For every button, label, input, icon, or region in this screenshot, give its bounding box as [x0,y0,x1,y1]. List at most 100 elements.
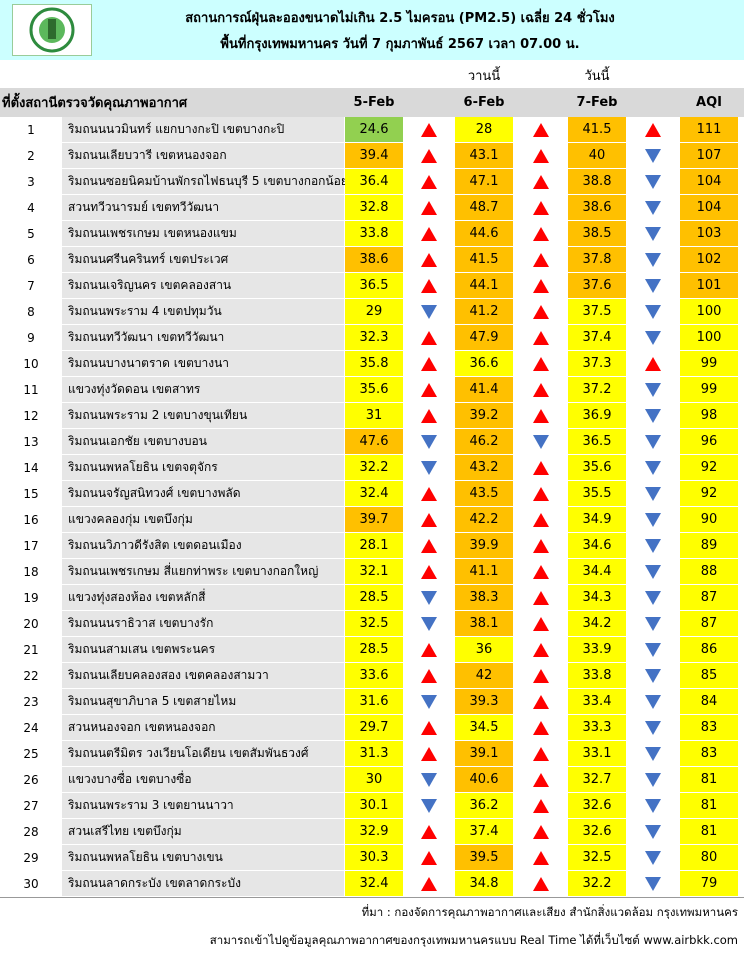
trend-up [532,877,549,891]
pm-value: 35.8 [345,351,403,377]
arrow [645,279,661,293]
trend-down [532,435,549,449]
trend-up [532,227,549,241]
pm-value: 37.6 [568,273,626,299]
pm-value: 32.4 [345,871,403,897]
station-name: สวนหนองจอก เขตหนองจอก [62,715,345,741]
trend-up [421,487,437,501]
station-name: ริมถนนทวีวัฒนา เขตทวีวัฒนา [62,325,345,351]
station-name: แขวงทุ่งวัดดอน เขตสาทร [62,377,345,403]
pm-value: 37.2 [568,377,626,403]
trend-down [645,851,661,865]
arrow [532,305,549,319]
arrow [421,253,437,267]
row-number: 18 [0,559,62,585]
trend-up [421,253,437,267]
trend-up [421,409,437,423]
station-name: ริมถนนสุขาภิบาล 5 เขตสายไหม [62,689,345,715]
pm-value: 31 [345,403,403,429]
arrow [645,461,661,475]
trend-down [645,201,661,215]
arrow [421,149,437,163]
trend-up [532,461,549,475]
trend-down [645,877,661,891]
aqi-value: 103 [680,221,738,247]
pm-value: 32.1 [345,559,403,585]
trend-up [532,773,549,787]
pm-value: 36.2 [455,793,513,819]
arrow [645,591,661,605]
trend-up [421,669,437,683]
header-band [0,0,744,60]
pm-value: 24.6 [345,117,403,143]
arrow [645,565,661,579]
trend-up [532,279,549,293]
pm-value: 42.2 [455,507,513,533]
pm-value: 37.3 [568,351,626,377]
pm-value: 37.5 [568,299,626,325]
pm-value: 36 [455,637,513,663]
arrow [421,175,437,189]
trend-up [421,565,437,579]
station-name: ริมถนนเลียบวารี เขตหนองจอก [62,143,345,169]
arrow [532,435,549,449]
trend-up [421,877,437,891]
arrow [532,669,549,683]
trend-up [421,539,437,553]
arrow [421,617,437,631]
pm-value: 39.9 [455,533,513,559]
aqi-value: 100 [680,325,738,351]
aqi-value: 98 [680,403,738,429]
row-number: 5 [0,221,62,247]
trend-down [645,799,661,813]
pm-value: 38.6 [345,247,403,273]
arrow [421,747,437,761]
trend-up [532,539,549,553]
pm-value: 38.3 [455,585,513,611]
row-number: 8 [0,299,62,325]
logo-emblem [29,7,75,53]
trend-up [532,695,549,709]
arrow [421,851,437,865]
trend-down [645,331,661,345]
arrow [532,357,549,371]
trend-down [645,487,661,501]
trend-down [645,669,661,683]
row-number: 26 [0,767,62,793]
arrow [421,201,437,215]
arrow [645,799,661,813]
station-name: ริมถนนเพชรเกษม สี่แยกท่าพระ เขตบางกอกใหญ… [62,559,345,585]
trend-down [645,773,661,787]
trend-up [532,383,549,397]
trend-up [532,799,549,813]
aqi-value: 85 [680,663,738,689]
arrow [421,643,437,657]
arrow [645,175,661,189]
trend-up [421,201,437,215]
pm-value: 33.4 [568,689,626,715]
pm-value: 38.5 [568,221,626,247]
arrow [645,747,661,761]
trend-down [645,591,661,605]
trend-up [421,643,437,657]
trend-up [532,409,549,423]
trend-up [532,643,549,657]
trend-down [645,435,661,449]
logo [12,4,92,56]
arrow [645,383,661,397]
row-number: 23 [0,689,62,715]
station-name: ริมถนนเจริญนคร เขตคลองสาน [62,273,345,299]
station-name: แขวงทุ่งสองห้อง เขตหลักสี่ [62,585,345,611]
pm-value: 39.7 [345,507,403,533]
subtitle: พื้นที่กรุงเทพมหานคร วันที่ 7 กุมภาพันธ์… [220,36,580,52]
arrow [645,513,661,527]
trend-down [645,539,661,553]
trend-up [532,617,549,631]
aqi-value: 90 [680,507,738,533]
arrow [645,435,661,449]
trend-up [532,825,549,839]
aqi-value: 107 [680,143,738,169]
row-number: 9 [0,325,62,351]
station-name: แขวงบางซื่อ เขตบางซื่อ [62,767,345,793]
trend-up [421,747,437,761]
